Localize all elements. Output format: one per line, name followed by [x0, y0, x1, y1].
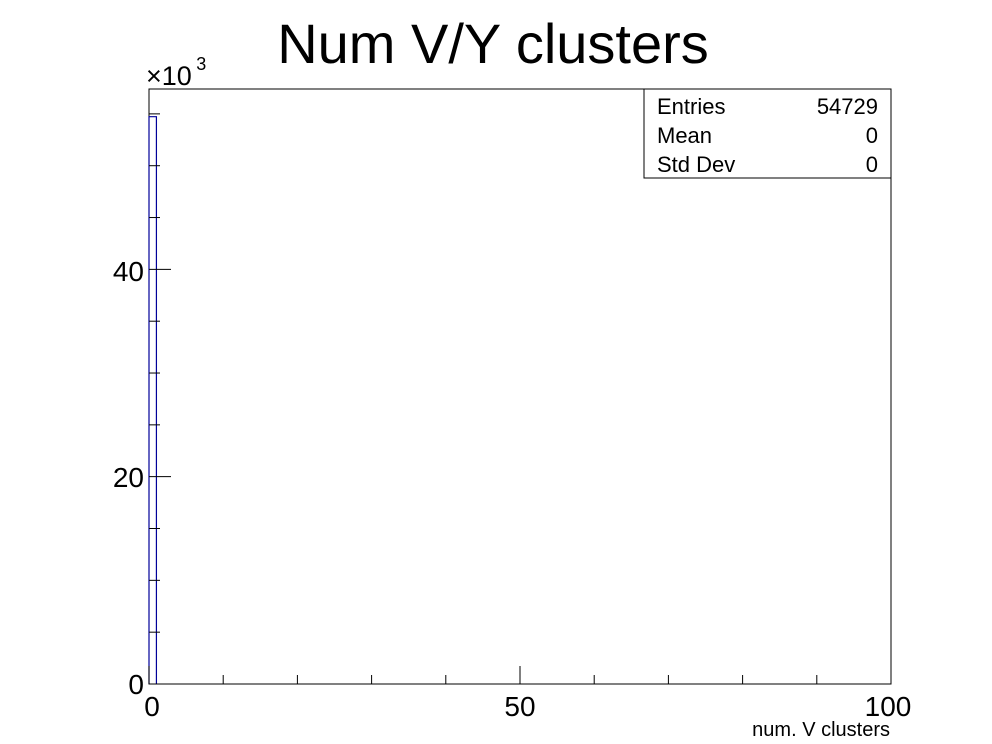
x-tick-label-0: 0 [144, 691, 160, 722]
y-multiplier-label: ×10 3 [146, 54, 206, 91]
y-multiplier-base: ×10 [146, 61, 192, 91]
stats-entries-value: 54729 [817, 94, 878, 119]
stats-entries-label: Entries [657, 94, 725, 119]
y-tick-label-0: 0 [128, 669, 144, 700]
y-axis-ticks [149, 113, 171, 685]
stats-std-label: Std Dev [657, 152, 735, 177]
x-axis-title: num. V clusters [752, 719, 890, 741]
y-tick-label-40: 40 [113, 256, 144, 287]
stats-box-frame [643, 88, 892, 179]
x-tick-label-100: 100 [865, 691, 912, 722]
x-axis-ticks [148, 666, 892, 684]
histogram-bars [148, 116, 158, 684]
stats-box: Entries 54729 Mean 0 Std Dev 0 [643, 88, 892, 179]
y-tick-label-20: 20 [113, 462, 144, 493]
x-tick-label-50: 50 [504, 691, 535, 722]
stats-std-value: 0 [866, 152, 878, 177]
chart-title: Num V/Y clusters [277, 12, 709, 75]
y-multiplier-exponent: 3 [196, 54, 206, 74]
histogram-bar-0 [148, 116, 158, 684]
stats-mean-label: Mean [657, 123, 712, 148]
stats-mean-value: 0 [866, 123, 878, 148]
